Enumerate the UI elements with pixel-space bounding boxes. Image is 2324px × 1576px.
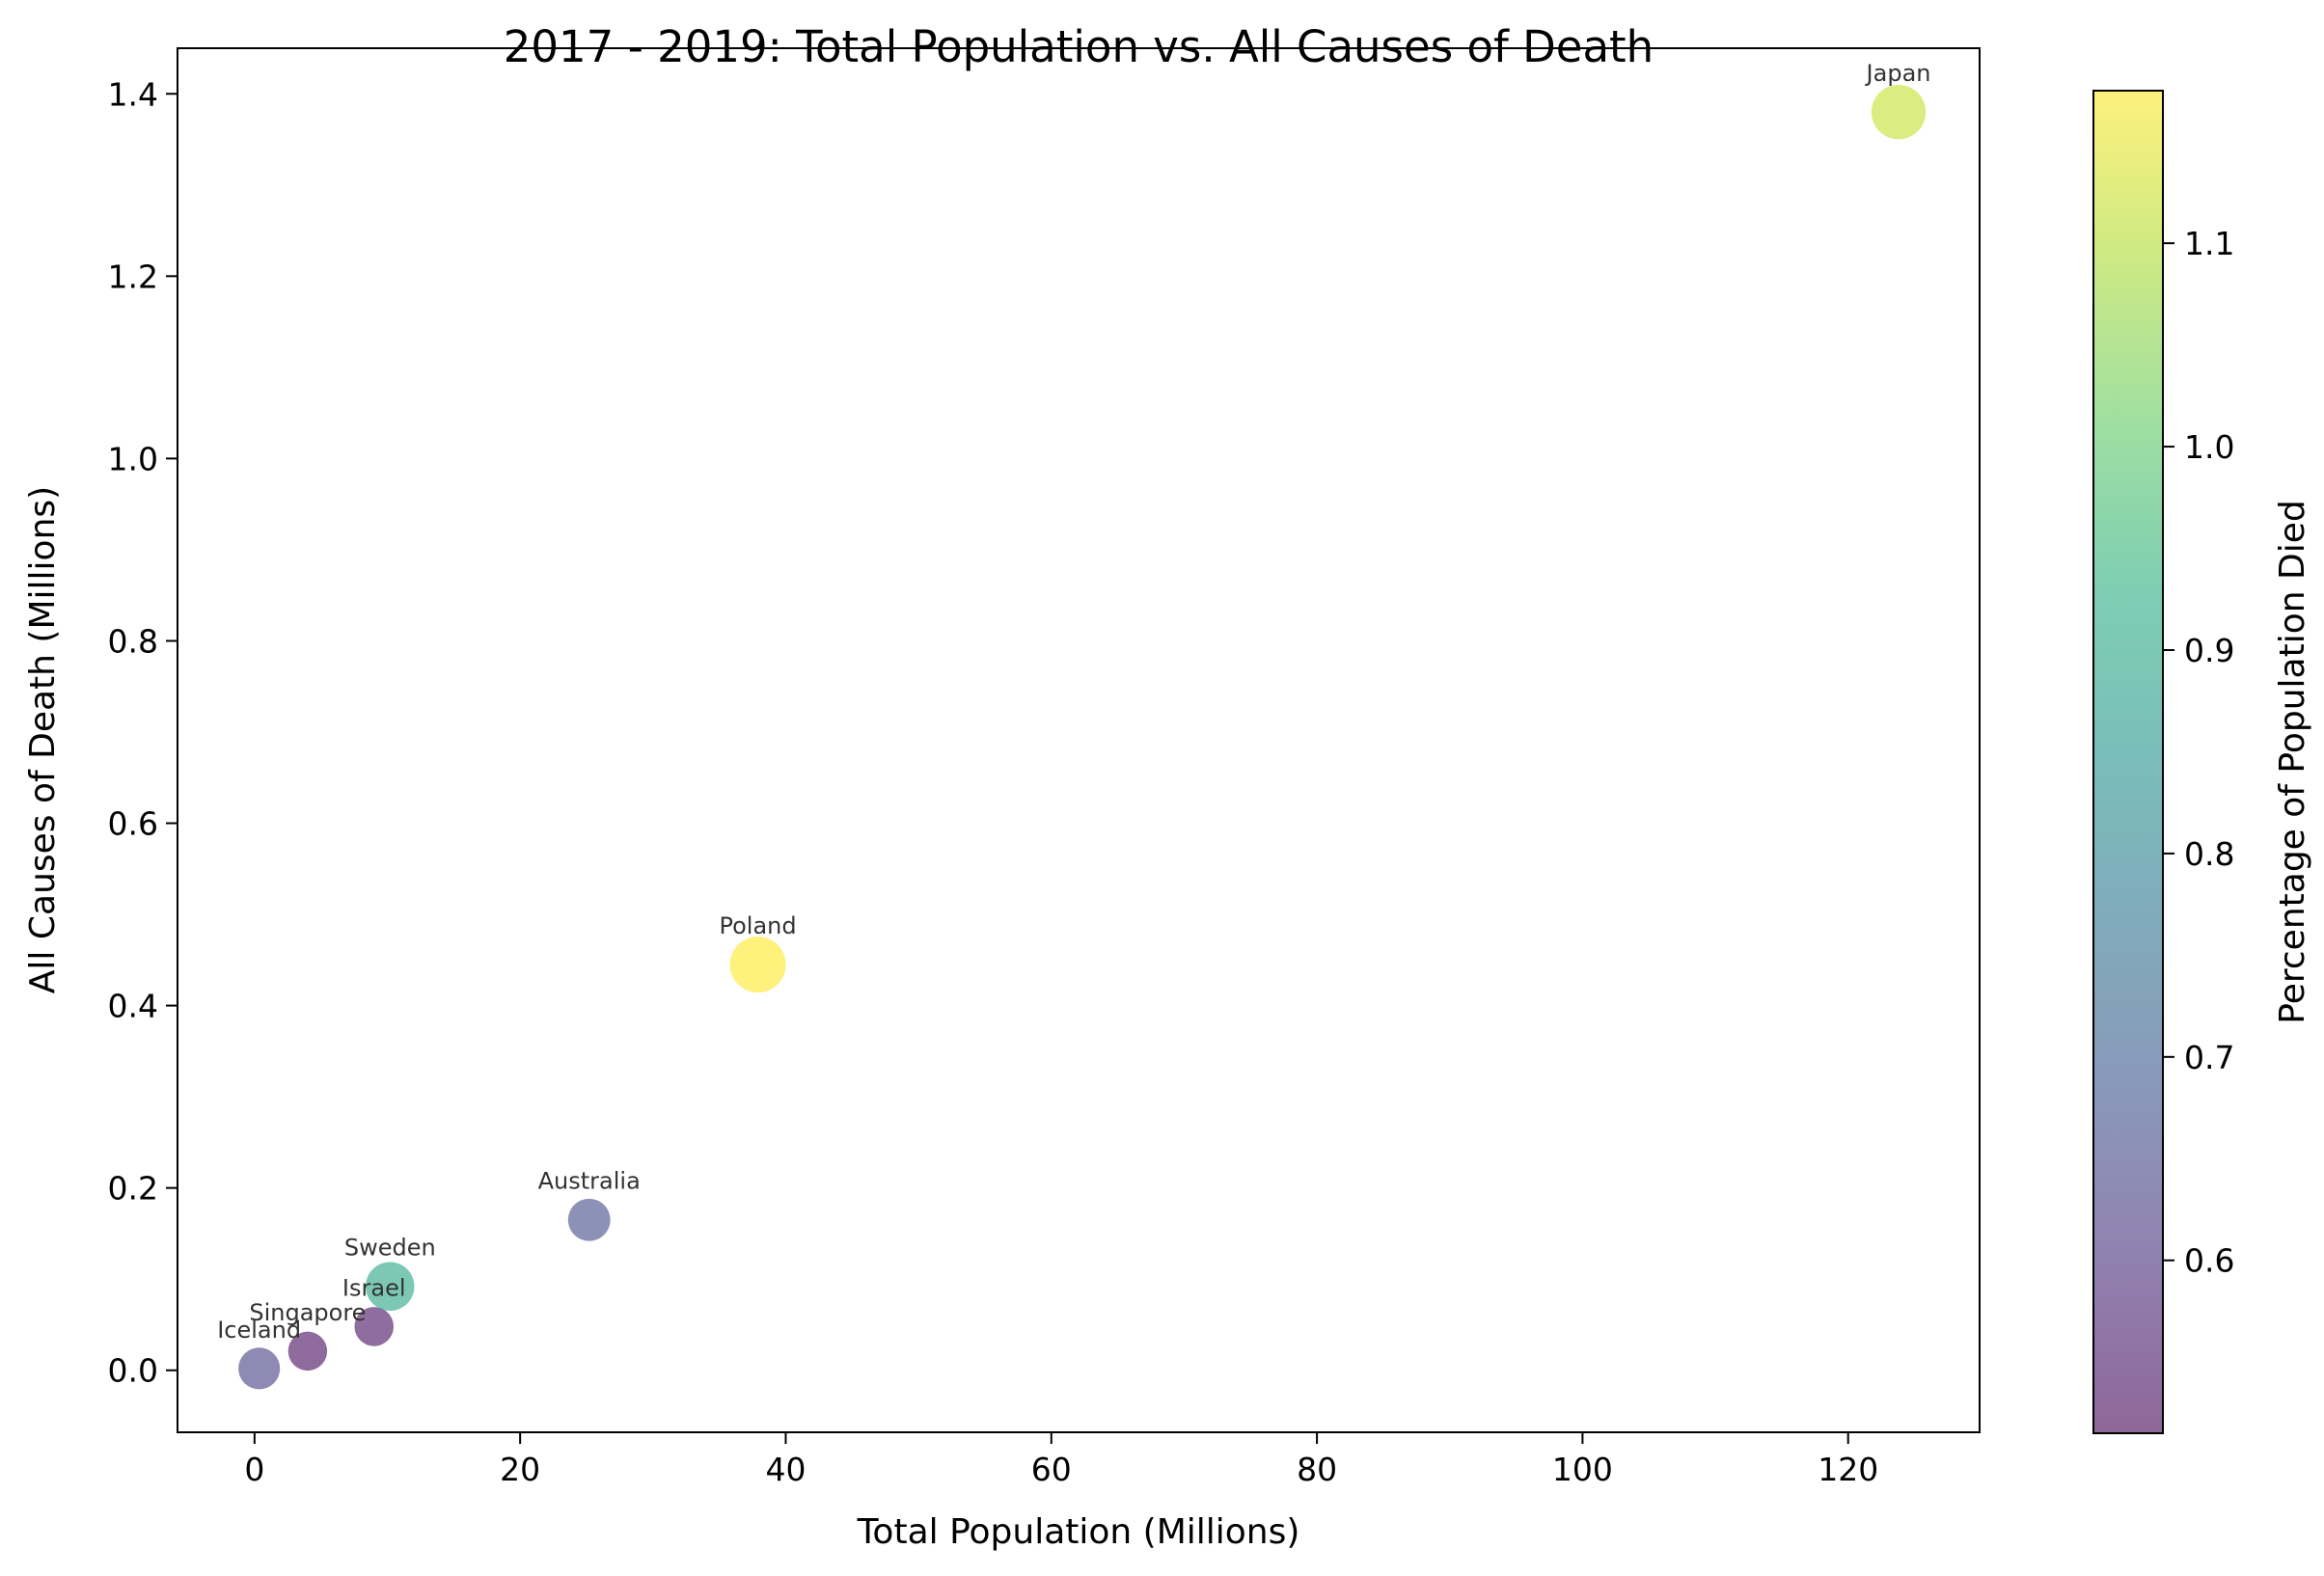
- x-tick-label: 60: [1031, 1451, 1072, 1488]
- point-iceland: [238, 1347, 281, 1390]
- y-tick-label: 1.2: [108, 258, 158, 295]
- plot-frame: [177, 47, 1981, 1433]
- x-tick-label: 20: [500, 1451, 540, 1488]
- point-label-japan: Japan: [1865, 60, 1931, 87]
- x-tick-label: 40: [765, 1451, 806, 1488]
- y-axis-label: All Causes of Death (Millions): [23, 486, 63, 993]
- point-australia: [567, 1198, 611, 1241]
- point-label-iceland: Iceland: [217, 1317, 301, 1344]
- colorbar-label: Percentage of Population Died: [2273, 500, 2312, 1023]
- y-tick-label: 0.6: [108, 805, 158, 843]
- point-label-sweden: Sweden: [344, 1235, 436, 1262]
- x-axis-ticks: 0 20 40 60 80 100 120: [244, 1432, 1878, 1488]
- colorbar-tick-label: 0.7: [2184, 1039, 2234, 1076]
- x-tick-label: 120: [1818, 1451, 1878, 1488]
- colorbar-tick-label: 0.8: [2184, 835, 2234, 873]
- colorbar: [2092, 90, 2164, 1434]
- colorbar-tick-label: 1.0: [2184, 428, 2234, 466]
- x-tick-label: 0: [244, 1451, 264, 1488]
- y-tick-label: 0.2: [108, 1170, 158, 1208]
- x-axis-label: Total Population (Millions): [857, 1512, 1300, 1552]
- x-tick-label: 100: [1552, 1451, 1613, 1488]
- point-japan: [1871, 84, 1927, 140]
- y-tick-label: 0.8: [108, 622, 158, 660]
- point-label-poland: Poland: [719, 912, 796, 939]
- point-label-australia: Australia: [538, 1168, 641, 1195]
- colorbar-tick-label: 0.9: [2184, 632, 2234, 669]
- point-label-singapore: Singapore: [249, 1299, 366, 1326]
- point-poland: [729, 937, 786, 993]
- data-points: [238, 84, 1927, 1390]
- y-tick-label: 1.4: [108, 75, 158, 113]
- point-label-israel: Israel: [342, 1274, 406, 1301]
- colorbar-tick-label: 1.1: [2184, 225, 2234, 262]
- colorbar-tick-label: 0.6: [2184, 1242, 2234, 1280]
- point-sweden: [366, 1262, 415, 1311]
- y-tick-label: 1.0: [108, 440, 158, 477]
- x-tick-label: 80: [1297, 1451, 1337, 1488]
- point-singapore: [287, 1331, 328, 1372]
- colorbar-ticks: 0.6 0.7 0.8 0.9 1.0 1.1: [2163, 225, 2234, 1280]
- y-tick-label: 0.4: [108, 988, 158, 1025]
- point-israel: [354, 1307, 395, 1346]
- y-tick-label: 0.0: [108, 1352, 158, 1390]
- chart-title: 2017 - 2019: Total Population vs. All Ca…: [504, 21, 1654, 72]
- y-axis-ticks: 0.0 0.2 0.4 0.6 0.8 1.0 1.2 1.4: [108, 75, 178, 1390]
